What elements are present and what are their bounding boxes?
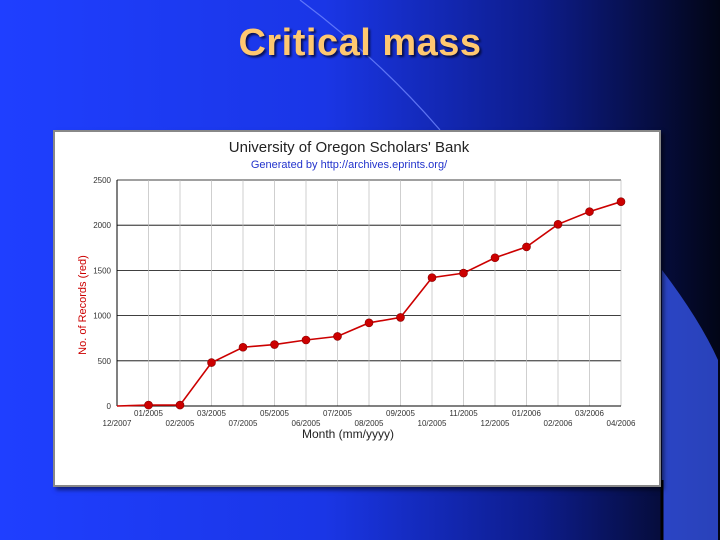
data-point <box>616 197 626 206</box>
x-tick-label: 03/2005 <box>197 409 226 418</box>
x-tick-label: 07/2005 <box>229 419 258 428</box>
y-tick-label: 500 <box>98 357 112 366</box>
x-tick-label: 05/2005 <box>260 409 289 418</box>
x-tick-label: 01/2006 <box>512 409 541 418</box>
x-tick-label: 09/2005 <box>386 409 415 418</box>
y-axis-label: No. of Records (red) <box>77 255 89 355</box>
data-point <box>553 219 563 229</box>
chart-plot-area: 0500100015002000250012/200701/200502/200… <box>93 176 636 428</box>
data-point <box>175 400 185 410</box>
x-tick-label: 06/2005 <box>292 419 321 428</box>
data-point <box>333 332 342 341</box>
line-chart: University of Oregon Scholars' Bank Gene… <box>77 139 636 441</box>
x-tick-label: 03/2006 <box>575 409 604 418</box>
y-tick-label: 2000 <box>93 221 111 230</box>
data-point <box>522 242 531 252</box>
x-tick-label: 12/2005 <box>481 419 510 428</box>
chart-subtitle: Generated by http://archives.eprints.org… <box>251 159 448 171</box>
x-tick-label: 02/2006 <box>544 419 573 428</box>
data-point <box>144 400 153 410</box>
data-point <box>364 318 374 328</box>
data-point <box>585 207 594 216</box>
y-tick-label: 1500 <box>93 266 111 275</box>
slide-title: Critical mass <box>238 22 482 64</box>
data-point <box>490 253 500 263</box>
data-point <box>270 340 279 349</box>
y-tick-label: 1000 <box>93 312 111 321</box>
x-tick-label: 11/2005 <box>449 409 478 418</box>
data-point <box>427 273 437 282</box>
y-tick-label: 0 <box>107 402 112 411</box>
x-tick-label: 01/2005 <box>134 409 163 418</box>
x-tick-label: 07/2005 <box>323 409 352 418</box>
x-tick-label: 08/2005 <box>355 419 384 428</box>
data-point <box>459 268 468 278</box>
x-tick-label: 10/2005 <box>418 419 447 428</box>
data-point <box>238 342 248 352</box>
x-axis-label: Month (mm/yyyy) <box>302 427 394 441</box>
y-tick-label: 2500 <box>93 176 111 185</box>
x-tick-label: 12/2007 <box>103 419 132 428</box>
data-point <box>396 313 405 322</box>
x-tick-label: 04/2006 <box>607 419 636 428</box>
chart-panel: University of Oregon Scholars' Bank Gene… <box>53 130 661 487</box>
data-point <box>301 335 311 345</box>
chart-title: University of Oregon Scholars' Bank <box>229 139 470 156</box>
data-point <box>207 358 216 367</box>
x-tick-label: 02/2005 <box>166 419 195 428</box>
